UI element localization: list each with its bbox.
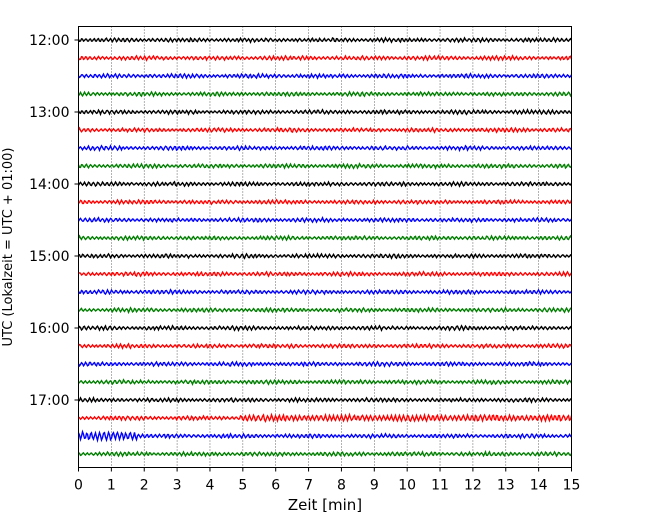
trace-line <box>77 324 573 332</box>
x-tick-label: 2 <box>140 478 149 494</box>
trace-line <box>77 360 572 368</box>
y-axis: 12:00 13:00 14:00 15:00 16:00 17:00 <box>29 33 79 409</box>
x-tick-label: 10 <box>398 478 416 494</box>
trace-line <box>77 126 573 134</box>
plot-frame <box>78 26 572 468</box>
trace-line <box>78 252 572 260</box>
x-axis: 0 1 2 3 4 5 6 7 8 9 10 11 12 13 14 15 <box>74 467 581 494</box>
trace-line <box>77 90 573 98</box>
x-tick-label: 7 <box>304 478 313 494</box>
seismic-traces <box>77 36 573 458</box>
trace-line <box>78 306 572 315</box>
trace-line <box>78 395 572 404</box>
x-tick-label: 4 <box>206 478 215 494</box>
trace-line <box>77 429 573 444</box>
x-tick-label: 6 <box>271 478 280 494</box>
y-tick-label: 17:00 <box>29 393 69 409</box>
x-tick-label: 1 <box>107 478 116 494</box>
trace-line <box>77 144 572 153</box>
trace-line <box>78 270 573 278</box>
trace-line <box>77 162 573 171</box>
trace-line <box>77 180 573 188</box>
x-tick-label: 14 <box>530 478 548 494</box>
y-tick-label: 13:00 <box>29 105 69 121</box>
y-tick-label: 16:00 <box>29 321 69 337</box>
y-tick-label: 12:00 <box>29 33 69 49</box>
trace-line <box>77 215 573 224</box>
x-tick-label: 13 <box>497 478 515 494</box>
trace-line <box>78 378 573 386</box>
x-tick-label: 12 <box>464 478 482 494</box>
x-tick-label: 5 <box>238 478 247 494</box>
x-tick-label: 8 <box>337 478 346 494</box>
trace-line <box>77 54 573 62</box>
y-axis-label: UTC (Lokalzeit = UTC + 01:00) <box>1 148 16 347</box>
trace-line <box>77 108 572 117</box>
x-tick-label: 3 <box>173 478 182 494</box>
x-tick-label: 15 <box>563 478 581 494</box>
x-axis-label: Zeit [min] <box>288 496 362 514</box>
trace-line <box>78 449 573 458</box>
trace-line <box>78 412 573 424</box>
trace-line <box>77 234 573 242</box>
trace-line <box>77 288 573 296</box>
trace-line <box>77 342 573 351</box>
x-tick-label: 11 <box>431 478 449 494</box>
trace-line <box>77 36 573 45</box>
y-tick-label: 15:00 <box>29 249 69 265</box>
x-tick-label: 9 <box>370 478 379 494</box>
x-tick-label: 0 <box>74 478 83 494</box>
trace-line <box>78 198 573 206</box>
trace-line <box>77 72 573 80</box>
y-tick-label: 14:00 <box>29 177 69 193</box>
